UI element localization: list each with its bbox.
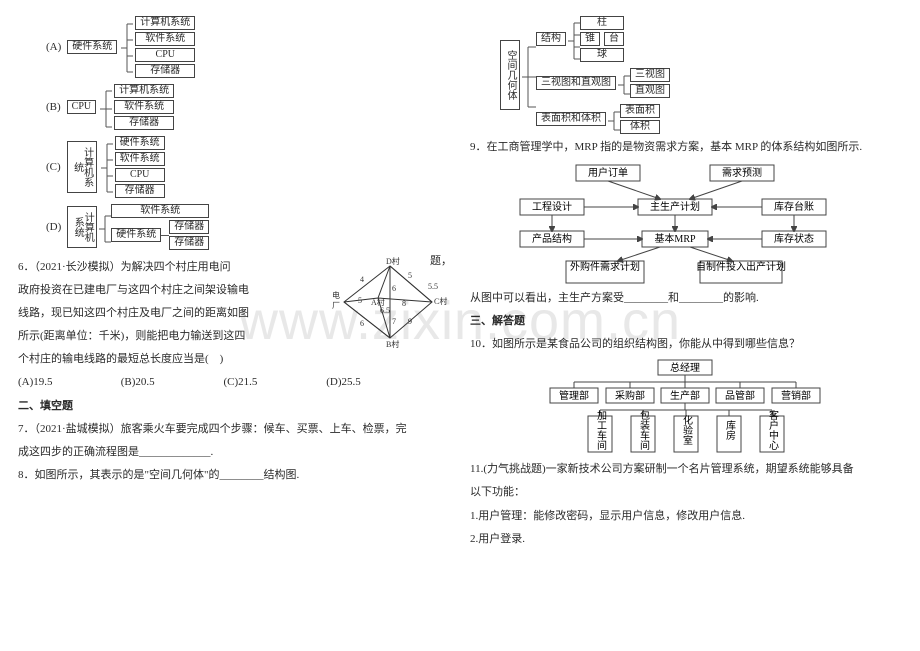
svg-text:电: 电 — [332, 290, 340, 300]
svg-text:6.5: 6.5 — [380, 306, 390, 315]
q6-graph: D村 电厂 C村 B村 A村 4 5 5.5 6 5 6.5 8 9 6 — [332, 256, 450, 348]
q6-line1: 6．（2021·长沙模拟）为解决四个村庄用电问 — [18, 256, 332, 279]
svg-text:客户中心: 客户中心 — [767, 409, 779, 450]
q6-line2: 政府投资在已建电厂与这四个村庄之间架设输电 — [18, 279, 332, 302]
svg-text:主生产计划: 主生产计划 — [650, 200, 700, 213]
svg-text:C村: C村 — [434, 296, 447, 306]
q6-line5: 个村庄的输电线路的最短总长度应当是( ) — [18, 348, 450, 371]
q8-tree: 空间几何体 结构 柱 锥台 球 三视图和直观图 — [500, 16, 902, 134]
svg-text:7: 7 — [392, 317, 396, 326]
q9-line1: 9．在工商管理学中，MRP 指的是物资需求方案，基本 MRP 的体系结构如图所示… — [470, 136, 902, 159]
svg-text:8: 8 — [402, 299, 406, 308]
section-2-title: 二、填空题 — [18, 395, 450, 418]
svg-text:5: 5 — [408, 271, 412, 280]
section-3-title: 三、解答题 — [470, 310, 902, 333]
svg-text:6: 6 — [392, 284, 396, 293]
q5-option-B: (B) CPU 计算机系统 软件系统 存储器 — [46, 84, 450, 130]
svg-text:工程设计: 工程设计 — [532, 200, 572, 213]
q8-line1: 8．如图所示，其表示的是"空间几何体"的________结构图. — [18, 464, 450, 487]
svg-text:化验室: 化验室 — [681, 414, 693, 445]
svg-text:用户订单: 用户订单 — [588, 166, 628, 179]
svg-text:营销部: 营销部 — [781, 389, 811, 402]
svg-text:D村: D村 — [386, 256, 400, 266]
svg-text:库存状态: 库存状态 — [774, 232, 814, 245]
q11-line4: 2.用户登录. — [470, 528, 902, 551]
q10-chart: 总经理 管理部 采购部 生产部 品管部 营销部 加工车间 包装车间 化验室 库房… — [540, 358, 902, 454]
svg-text:库存台账: 库存台账 — [774, 200, 814, 213]
svg-text:外购件需求计划: 外购件需求计划 — [570, 260, 640, 273]
svg-text:5.5: 5.5 — [428, 282, 438, 291]
svg-text:管理部: 管理部 — [559, 389, 589, 402]
q9-chart: 用户订单 需求预测 工程设计 主生产计划 库存台账 产品结构 基本MRP 库存状… — [510, 163, 902, 285]
q9-line2: 从图中可以看出，主生产方案受________和________的影响. — [470, 287, 902, 310]
q5-option-C: (C) 计算机系统 硬件系统 软件系统 CPU 存储器 — [46, 136, 450, 198]
svg-text:采购部: 采购部 — [615, 389, 645, 402]
q5-option-D: (D) 计算机系统 软件系统 硬件系统 存储器 存储器 — [46, 204, 450, 250]
svg-text:总经理: 总经理 — [670, 361, 700, 374]
left-column: (A) 硬件系统 计算机系统 软件系统 CPU 存储器 (B) CPU 计算机系… — [0, 0, 460, 651]
svg-text:包装车间: 包装车间 — [638, 409, 650, 451]
svg-text:6: 6 — [360, 319, 364, 328]
svg-text:生产部: 生产部 — [670, 389, 700, 402]
svg-text:5: 5 — [358, 296, 362, 305]
svg-text:9: 9 — [408, 317, 412, 326]
svg-text:需求预测: 需求预测 — [722, 166, 762, 179]
q5-option-A: (A) 硬件系统 计算机系统 软件系统 CPU 存储器 — [46, 16, 450, 78]
svg-text:库房: 库房 — [724, 419, 736, 441]
svg-text:基本MRP: 基本MRP — [654, 232, 696, 245]
q6-line3: 线路，现已知这四个村庄及电厂之间的距离如图 — [18, 302, 332, 325]
q10-line1: 10．如图所示是某食品公司的组织结构图，你能从中得到哪些信息？ — [470, 333, 902, 356]
svg-text:4: 4 — [360, 275, 364, 284]
q7-line2: 成这四步的正确流程图是_____________. — [18, 441, 450, 464]
q7-line1: 7．（2021·盐城模拟）旅客乘火车要完成四个步骤：候车、买票、上车、检票，完 — [18, 418, 450, 441]
svg-text:产品结构: 产品结构 — [532, 232, 572, 245]
q11-line1: 11.(力气挑战题)一家新技术公司方案研制一个名片管理系统，期望系统能够具备 — [470, 458, 902, 481]
svg-text:厂: 厂 — [332, 301, 340, 310]
q6-line4: 所示(距离单位：千米)，则能把电力输送到这四 — [18, 325, 332, 348]
svg-text:加工车间: 加工车间 — [595, 410, 607, 451]
svg-text:B村: B村 — [386, 339, 399, 348]
svg-text:自制件投入出产计划: 自制件投入出产计划 — [696, 260, 786, 273]
svg-text:品管部: 品管部 — [725, 389, 755, 402]
q11-line2: 以下功能： — [470, 481, 902, 504]
q11-line3: 1.用户管理：能修改密码，显示用户信息，修改用户信息. — [470, 505, 902, 528]
right-column: 空间几何体 结构 柱 锥台 球 三视图和直观图 — [460, 0, 920, 651]
q6-options: (A)19.5 (B)20.5 (C)21.5 (D)25.5 — [18, 371, 450, 394]
